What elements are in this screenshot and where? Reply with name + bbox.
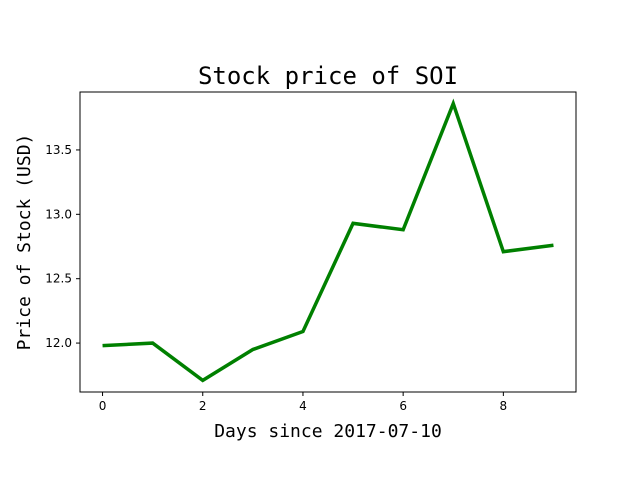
y-tick-label: 12.0 [45, 336, 72, 350]
x-axis: 0 2 4 6 8 [99, 392, 507, 413]
y-axis: 12.0 12.5 13.0 13.5 [45, 143, 80, 350]
x-axis-title: Days since 2017-07-10 [214, 421, 442, 442]
y-axis-title: Price of Stock (USD) [14, 134, 35, 351]
series-group [102, 98, 554, 383]
x-tick-label: 0 [99, 399, 107, 413]
series-line [102, 98, 554, 383]
plot-frame [79, 91, 577, 393]
y-tick-label: 13.5 [45, 143, 72, 157]
x-tick-label: 8 [500, 399, 508, 413]
x-tick-label: 6 [399, 399, 407, 413]
x-tick-label: 4 [299, 399, 307, 413]
y-tick-label: 13.0 [45, 207, 72, 221]
y-tick-label: 12.5 [45, 272, 72, 286]
x-tick-label: 2 [199, 399, 207, 413]
chart-title: Stock price of SOI [198, 62, 458, 90]
